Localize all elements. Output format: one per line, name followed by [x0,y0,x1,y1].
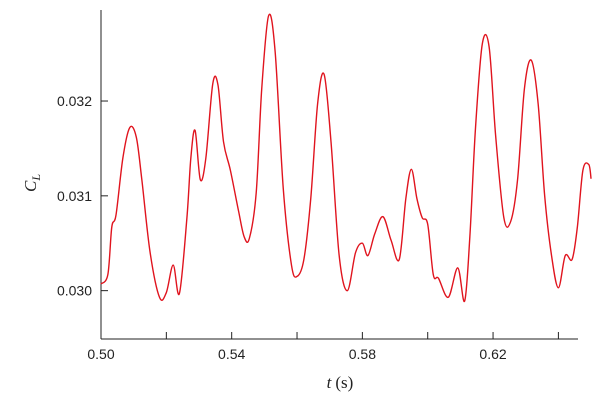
y-ticks: 0.030 0.031 0.032 [57,93,108,299]
x-tick-label: 0.62 [479,346,506,362]
x-axis-title: t (s) [327,373,354,392]
x-axis-unit: (s) [335,373,353,392]
x-tick-label: 0.54 [218,346,245,362]
y-tick-label: 0.031 [57,188,92,204]
x-axis-symbol: t [327,373,333,392]
series-line [100,13,592,302]
y-tick-label: 0.030 [57,283,92,299]
x-ticks: 0.50 0.54 0.58 0.62 [87,332,559,362]
x-tick-label: 0.58 [349,346,376,362]
y-axis-symbol: C [21,180,40,192]
series-layer [100,13,592,302]
x-tick-label: 0.50 [87,346,114,362]
plot-frame [100,10,578,340]
y-tick-label: 0.032 [57,93,92,109]
y-axis-title: CL [21,174,43,192]
y-axis-subscript: L [29,174,43,182]
